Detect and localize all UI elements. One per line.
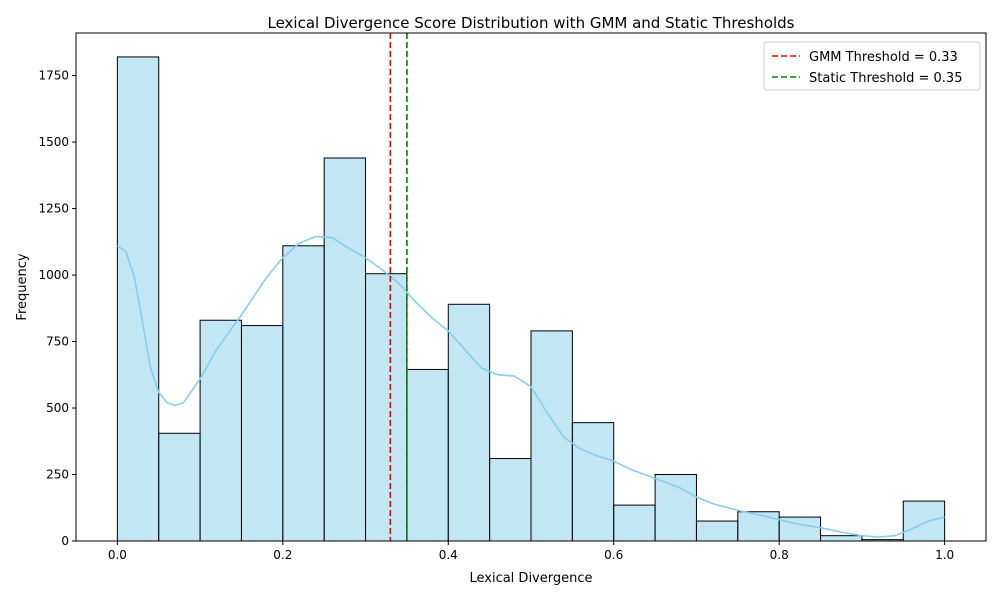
y-tick-label: 500 — [46, 401, 69, 415]
histogram-bar — [158, 432, 201, 542]
histogram-bar — [737, 511, 780, 542]
y-tick-label: 250 — [46, 468, 69, 482]
chart-title: Lexical Divergence Score Distribution wi… — [267, 14, 794, 32]
histogram-bar — [282, 245, 325, 542]
plot-frame — [75, 32, 987, 542]
legend-label: Static Threshold = 0.35 — [809, 71, 962, 86]
kde-group — [116, 235, 945, 538]
x-tick-label: 0.8 — [770, 548, 789, 562]
histogram-bar — [571, 422, 615, 542]
histogram-bar — [323, 157, 367, 542]
bars-group — [116, 56, 946, 542]
histogram-bar — [654, 474, 697, 542]
y-axis-ticks: 0 250 500 750 1000 1250 1500 1750 — [38, 69, 76, 548]
y-tick-label: 1250 — [38, 202, 69, 216]
y-tick-label: 750 — [46, 335, 69, 349]
y-tick-label: 0 — [61, 534, 69, 548]
histogram-bar — [613, 504, 656, 542]
y-tick-label: 1000 — [38, 268, 69, 282]
histogram-bar — [695, 520, 739, 542]
histogram-bar — [489, 458, 532, 542]
x-tick-label: 0.2 — [273, 548, 292, 562]
thresholds-group — [389, 33, 408, 541]
y-tick-label: 1500 — [38, 135, 69, 149]
x-axis-label: Lexical Divergence — [469, 571, 592, 586]
histogram-bar — [240, 325, 284, 542]
histogram-bar — [820, 535, 863, 542]
y-tick-label: 1750 — [38, 69, 69, 83]
histogram-bar — [447, 303, 491, 542]
legend-box — [763, 41, 981, 91]
x-tick-label: 0.4 — [439, 548, 458, 562]
histogram-bar — [902, 500, 946, 542]
x-tick-label: 0.6 — [604, 548, 623, 562]
histogram-bar — [530, 330, 573, 542]
y-axis-label: Frequency — [15, 253, 30, 320]
legend: GMM Threshold = 0.33 Static Threshold = 0… — [763, 41, 981, 91]
x-tick-label: 0.0 — [108, 548, 127, 562]
x-axis-ticks: 0.0 0.2 0.4 0.6 0.8 1.0 — [108, 541, 954, 562]
x-tick-label: 1.0 — [935, 548, 954, 562]
kde-curve — [116, 235, 945, 538]
histogram-bar — [199, 319, 242, 542]
legend-label: GMM Threshold = 0.33 — [809, 50, 958, 65]
histogram-bar — [406, 368, 449, 542]
histogram-bar — [365, 273, 408, 542]
